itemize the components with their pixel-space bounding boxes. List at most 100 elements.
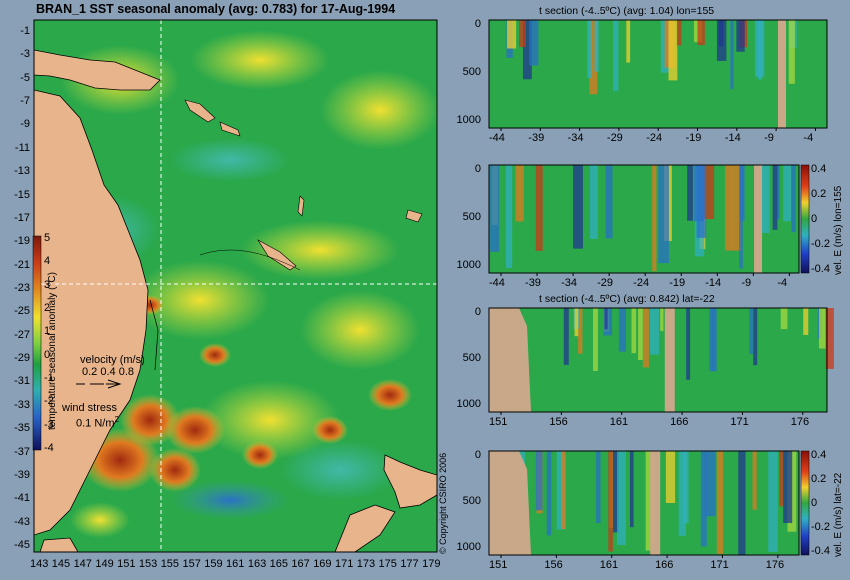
section-panel-2 xyxy=(488,164,810,276)
panel-stripe xyxy=(638,308,643,361)
panel-stripe xyxy=(687,165,693,221)
map-lon-tick: 173 xyxy=(356,558,376,570)
panel-stripe xyxy=(603,308,613,336)
panel-stripe xyxy=(658,165,669,264)
map-lon-tick: 171 xyxy=(334,558,354,570)
map-lat-tick: -3 xyxy=(20,48,30,61)
panel-x-tick: -9 xyxy=(764,132,774,144)
panel-stripe xyxy=(618,308,627,352)
panel-stripe xyxy=(709,308,715,372)
panel-x-tick: 156 xyxy=(549,416,568,428)
panel-stripe xyxy=(642,308,649,368)
panel-stripe xyxy=(712,308,717,372)
map-colorbar-tick: 2 xyxy=(44,302,51,314)
map-lon-tick: 167 xyxy=(291,558,310,570)
map-lon-tick: 177 xyxy=(400,558,419,570)
panel-x-tick: 171 xyxy=(710,559,729,571)
panel-x-tick: -4 xyxy=(777,277,788,289)
panel-stripe xyxy=(604,308,608,330)
panel-stripe xyxy=(613,20,619,92)
panel-x-tick: 176 xyxy=(765,559,785,571)
wind-legend-scale: 0.1 N/m2 xyxy=(76,415,119,430)
panel-x-tick: 166 xyxy=(655,559,674,571)
panel-stripe xyxy=(696,165,707,238)
panel-x-tick: -44 xyxy=(489,277,505,289)
map-colorbar-tick: -1 xyxy=(44,372,54,384)
panel-stripe xyxy=(608,451,613,552)
panel-x-tick: -9 xyxy=(741,277,752,289)
panel-stripe xyxy=(818,308,826,349)
panel-stripe xyxy=(768,451,778,552)
panel-land xyxy=(777,20,786,128)
panel-stripe xyxy=(736,20,745,52)
panel-stripe xyxy=(574,308,579,337)
panel-frame xyxy=(488,307,828,413)
panel-field xyxy=(489,20,827,128)
panel-stripe xyxy=(683,451,689,524)
panel-stripe xyxy=(589,165,598,239)
panel-stripe xyxy=(535,165,543,251)
panel-depth-tick: 500 xyxy=(462,211,481,223)
velocity-legend-label: velocity (m/s) xyxy=(80,354,145,366)
panel-stripe xyxy=(578,308,583,354)
panel-stripe xyxy=(700,451,707,547)
panel-stripe xyxy=(739,165,743,269)
map-colorbar-tick: 4 xyxy=(44,255,51,268)
panel-x-tick: -19 xyxy=(685,132,702,144)
map-lon-tick: 149 xyxy=(95,558,114,570)
map-lat-tick: -27 xyxy=(14,328,30,341)
panel-stripe xyxy=(631,308,637,354)
panel-land xyxy=(489,308,531,412)
panel-stripe xyxy=(507,20,517,49)
panel-stripe xyxy=(587,20,592,79)
panel-colorbar-tick: 0.4 xyxy=(811,449,827,461)
panel-stripe xyxy=(676,20,682,46)
panel-stripe xyxy=(506,165,513,268)
panel-stripe xyxy=(573,165,583,249)
panel-stripe xyxy=(660,308,664,332)
panel-stripe xyxy=(791,165,796,233)
map-lat-tick: -43 xyxy=(14,515,30,528)
panel-stripe xyxy=(652,165,657,272)
panel-x-tick: 151 xyxy=(489,416,508,428)
panel-frame xyxy=(488,164,800,274)
map-colorbar-tick: 1 xyxy=(44,325,51,338)
map-lat-tick: -37 xyxy=(14,445,30,458)
map-lon-tick: 175 xyxy=(378,558,397,570)
panel-x-tick: -34 xyxy=(567,132,584,144)
panel-stripe xyxy=(803,308,809,336)
panel-x-tick: 171 xyxy=(730,416,749,428)
map-lon-tick: 163 xyxy=(247,558,267,570)
panel-x-tick: 176 xyxy=(790,416,810,428)
panel-stripe xyxy=(738,451,746,555)
map-lon-tick: 143 xyxy=(30,558,49,570)
panel-depth-tick: 0 xyxy=(474,449,481,461)
map-lat-tick: -25 xyxy=(14,305,30,318)
panel-stripe xyxy=(490,165,500,252)
map-lat-tick: -35 xyxy=(14,422,30,435)
panel-stripe xyxy=(704,451,716,517)
panel-stripe xyxy=(563,308,569,365)
panel-stripe xyxy=(529,20,539,66)
map-lon-tick: 157 xyxy=(182,558,201,570)
panel-x-tick: 166 xyxy=(670,416,689,428)
panel-stripe xyxy=(783,451,793,524)
map-colorbar-tick: 0 xyxy=(44,348,51,361)
panel-land xyxy=(754,165,763,273)
panel-stripe xyxy=(772,165,778,230)
panel-colorbar-tick: -0.4 xyxy=(811,545,830,557)
map-lon-tick: 151 xyxy=(117,558,136,570)
panel-depth-tick: 500 xyxy=(462,495,481,507)
panel-stripe xyxy=(759,165,770,233)
map-lat-tick: -31 xyxy=(14,375,30,388)
panel-x-tick: -4 xyxy=(803,132,814,144)
map-lat-tick: -39 xyxy=(14,468,30,481)
panel-stripe xyxy=(730,20,734,90)
map-colorbar-tick: -3 xyxy=(44,418,54,431)
panel-stripe xyxy=(596,451,601,524)
panel-stripe xyxy=(515,165,524,222)
panel-stripe xyxy=(645,451,652,551)
panel-stripe xyxy=(665,451,676,504)
panel-stripe xyxy=(593,308,598,371)
panel-stripe xyxy=(718,20,724,47)
